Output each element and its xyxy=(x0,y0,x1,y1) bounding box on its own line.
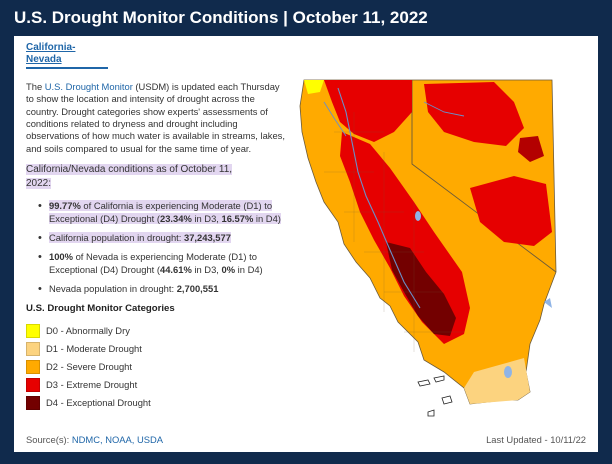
legend-swatch xyxy=(26,378,40,393)
nv-d4-pct: 0% xyxy=(221,263,236,275)
ca-text-2: in D3, xyxy=(191,212,222,224)
river xyxy=(423,101,465,117)
drought-map xyxy=(299,79,557,417)
island xyxy=(417,379,431,387)
legend-label: D4 - Exceptional Drought xyxy=(46,396,151,408)
river xyxy=(337,87,421,309)
source-line: Source(s): NDMC, NOAA, USDA xyxy=(26,434,163,445)
stats-list: 99.77% of California is experiencing Mod… xyxy=(38,200,288,296)
legend-item-d4: D4 - Exceptional Drought xyxy=(26,394,288,412)
nv-pop-value: 2,700,551 xyxy=(176,283,219,295)
intro-paragraph: The U.S. Drought Monitor (USDM) is updat… xyxy=(26,81,288,155)
d0-region xyxy=(304,80,324,94)
salton-sea xyxy=(504,366,512,378)
list-item: Nevada population in drought: 2,700,551 xyxy=(38,283,288,296)
ca-text: of California is experiencing Moderate (… xyxy=(49,200,273,224)
usdm-link[interactable]: U.S. Drought Monitor xyxy=(44,80,133,92)
d4-region xyxy=(386,242,456,336)
legend-swatch xyxy=(26,342,40,357)
ca-d3-pct: 23.34% xyxy=(160,212,192,224)
legend-item-d3: D3 - Extreme Drought xyxy=(26,376,288,394)
nv-text: of Nevada is experiencing Moderate (D1) … xyxy=(49,251,257,275)
d3-north xyxy=(324,80,412,142)
list-item: 99.77% of California is experiencing Mod… xyxy=(38,200,288,225)
legend-swatch xyxy=(26,396,40,411)
island xyxy=(433,375,445,383)
legend-item-d0: D0 - Abnormally Dry xyxy=(26,322,288,340)
d3-nv-spot xyxy=(518,136,544,162)
info-column: California-Nevada The U.S. Drought Monit… xyxy=(26,42,288,412)
nv-d3-pct: 44.61% xyxy=(160,263,192,275)
legend-label: D3 - Extreme Drought xyxy=(46,378,138,390)
page-header: U.S. Drought Monitor Conditions | Octobe… xyxy=(0,0,612,34)
legend-title: U.S. Drought Monitor Categories xyxy=(26,302,175,314)
region-title[interactable]: California-Nevada xyxy=(26,42,76,66)
ca-text-3: in D4) xyxy=(253,212,281,224)
legend-item-d2: D2 - Severe Drought xyxy=(26,358,288,376)
source-links[interactable]: NDMC, NOAA, USDA xyxy=(71,434,164,445)
list-item: California population in drought: 37,243… xyxy=(38,232,288,245)
legend-swatch xyxy=(26,360,40,375)
nv-text-3: in D4) xyxy=(235,263,263,275)
ca-pop-value: 37,243,577 xyxy=(184,232,231,244)
last-updated: Last Updated - 10/11/22 xyxy=(486,434,586,445)
county-lines xyxy=(324,112,464,352)
ca-d4-pct: 16.57% xyxy=(221,212,254,224)
d1-region xyxy=(464,358,530,404)
nv-pop-label: Nevada population in drought: xyxy=(49,283,177,295)
region-tab[interactable]: California-Nevada xyxy=(26,42,108,69)
intro-text: (USDM) is updated each Thursday to show … xyxy=(26,80,285,154)
d3-nv-north xyxy=(424,82,524,146)
source-label: Source(s): xyxy=(26,434,72,445)
legend-label: D2 - Severe Drought xyxy=(46,360,132,372)
lake-tahoe xyxy=(415,211,421,221)
legend-swatch xyxy=(26,324,40,339)
list-item: 100% of Nevada is experiencing Moderate … xyxy=(38,251,288,276)
island xyxy=(441,395,453,405)
ca-drought-pct: 99.77% xyxy=(49,200,81,212)
legend-label: D0 - Abnormally Dry xyxy=(46,324,130,336)
legend: D0 - Abnormally Dry D1 - Moderate Drough… xyxy=(26,322,288,412)
d3-nv-east xyxy=(470,176,552,246)
island xyxy=(427,409,435,417)
content-panel: California-Nevada The U.S. Drought Monit… xyxy=(14,36,598,452)
conditions-heading: California/Nevada conditions as of Octob… xyxy=(26,164,233,190)
page-title: U.S. Drought Monitor Conditions | Octobe… xyxy=(14,8,428,27)
legend-label: D1 - Moderate Drought xyxy=(46,342,142,354)
lake-mead xyxy=(544,298,552,308)
conditions-heading-block: California/Nevada conditions as of Octob… xyxy=(26,163,236,191)
ca-pop-label: California population in drought: xyxy=(49,232,184,244)
river xyxy=(323,101,347,137)
nv-drought-pct: 100% xyxy=(49,251,73,263)
intro-prefix: The xyxy=(26,80,45,92)
legend-item-d1: D1 - Moderate Drought xyxy=(26,340,288,358)
nv-text-2: in D3, xyxy=(191,263,222,275)
